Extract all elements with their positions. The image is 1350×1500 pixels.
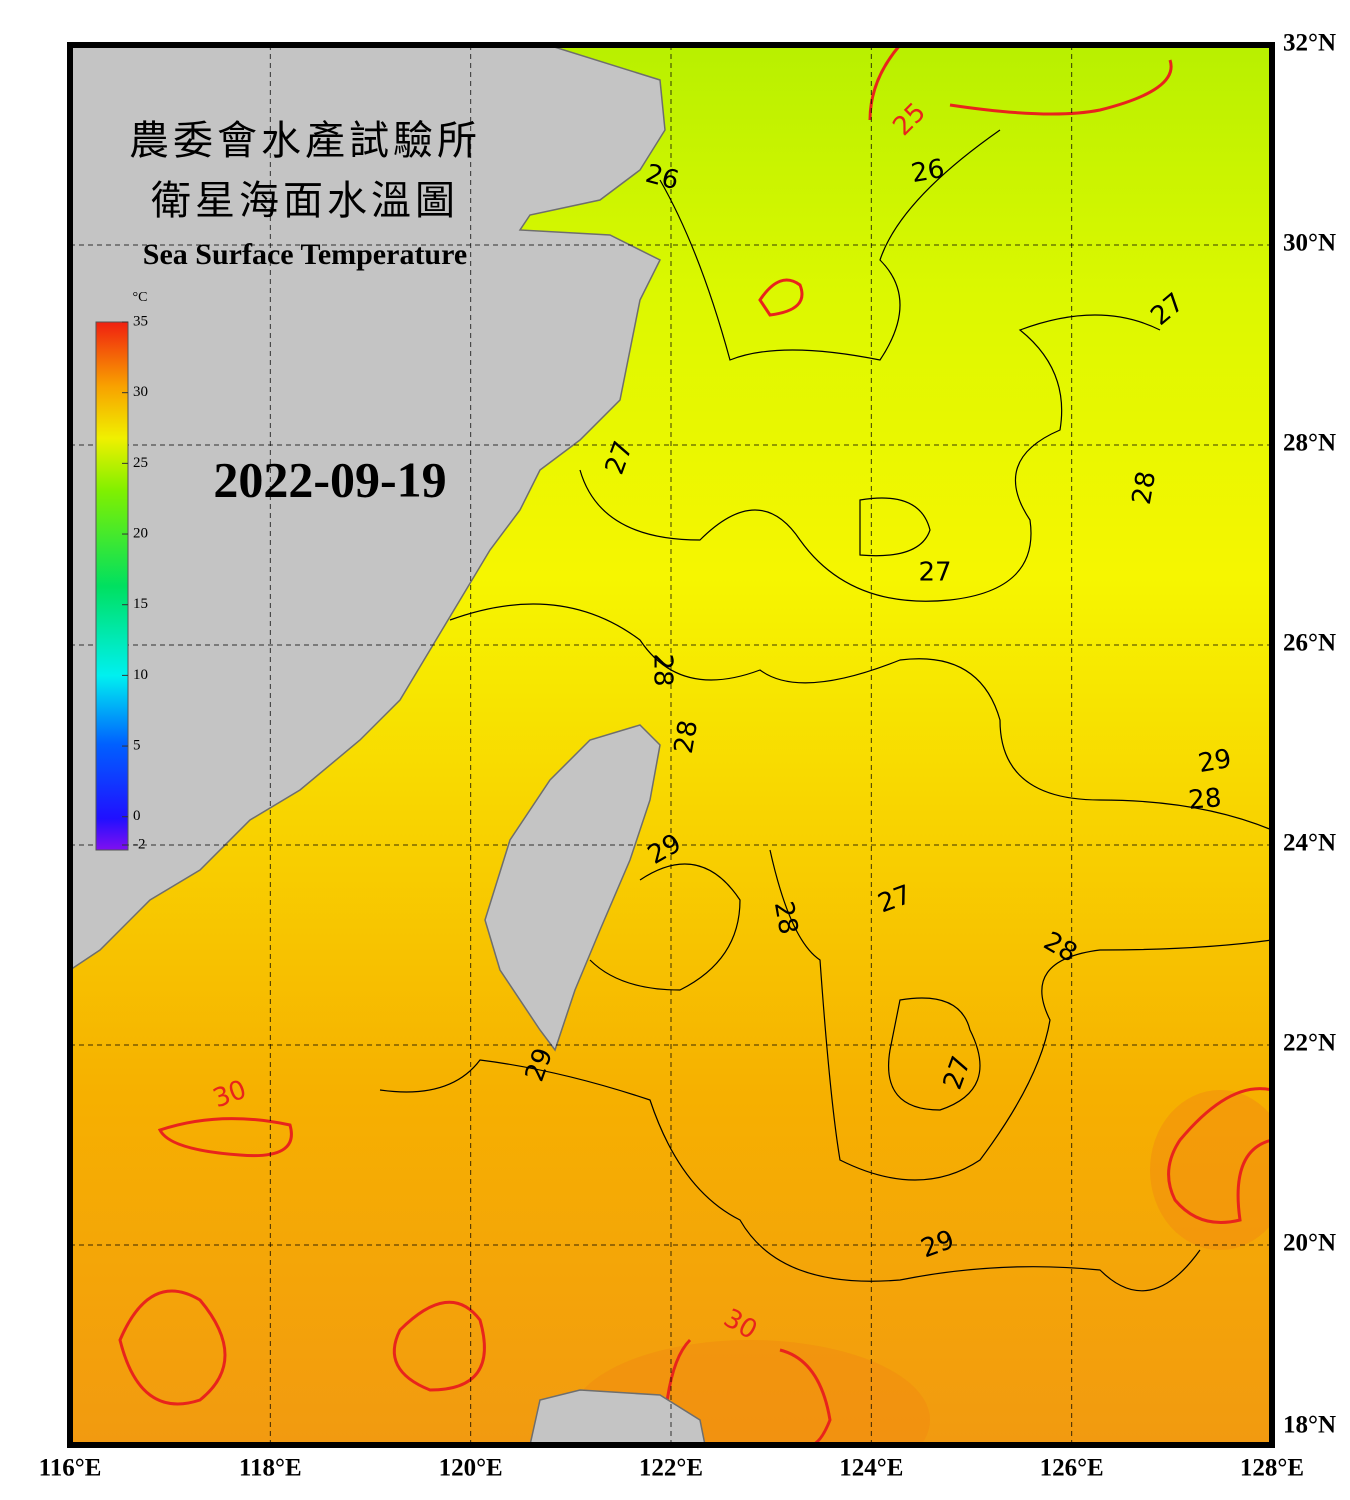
x-tick-label: 118°E [239, 1455, 302, 1482]
colorbar-tick-label: 30 [133, 384, 148, 400]
isotherm [859, 497, 931, 557]
land-luzon [529, 1389, 706, 1445]
colorbar-tick-label: 5 [133, 737, 141, 753]
x-tick-label: 120°E [439, 1455, 503, 1482]
x-tick-label: 128°E [1240, 1455, 1304, 1482]
contour-label: 28 [1127, 469, 1162, 507]
isotherm-highlight [868, 45, 1173, 121]
isotherm [589, 863, 741, 991]
isotherm [449, 603, 1272, 831]
y-tick-label: 24°N [1283, 830, 1336, 857]
isotherm-highlight [157, 1117, 293, 1158]
colorbar-unit: °C [133, 290, 148, 305]
isotherm-highlight [758, 278, 804, 317]
x-tick-label: 116°E [39, 1455, 102, 1482]
contour-label: 28 [768, 899, 803, 937]
isotherm [579, 314, 1161, 602]
y-tick-label: 32°N [1283, 30, 1336, 57]
colorbar-tick-label: 10 [133, 667, 148, 683]
colorbar-tick-label: 25 [133, 455, 148, 471]
title-line: 農委會水產試驗所 [129, 118, 481, 163]
y-tick-label: 22°N [1283, 1030, 1336, 1057]
colorbar-tick-label: 35 [133, 313, 148, 329]
y-tick-label: 18°N [1283, 1412, 1336, 1439]
y-tick-label: 26°N [1283, 630, 1336, 657]
colorbar [95, 321, 129, 851]
colorbar-tick-label: 0 [133, 808, 141, 824]
y-tick-label: 20°N [1283, 1230, 1336, 1257]
contour-label: 28 [648, 653, 678, 686]
warm-patch [1150, 1090, 1272, 1250]
land-taiwan [484, 724, 661, 1052]
isotherm-highlight [392, 1300, 486, 1392]
x-tick-label: 122°E [639, 1455, 703, 1482]
contour-label: 28 [669, 718, 704, 756]
isotherm-highlight [1167, 1087, 1272, 1224]
contour-label: 28 [1187, 783, 1223, 816]
colorbar-tick-label: 15 [133, 596, 148, 612]
map-frame [67, 42, 1275, 1448]
x-tick-label: 124°E [839, 1455, 903, 1482]
map-body [70, 45, 1272, 1445]
contour-label: 27 [918, 558, 951, 588]
isotherm-highlight [118, 1289, 227, 1406]
isotherm [659, 129, 1001, 361]
y-tick-label: 30°N [1283, 230, 1336, 257]
land-china [70, 45, 666, 971]
y-tick-label: 28°N [1283, 430, 1336, 457]
colorbar-tick-label: -2 [133, 836, 146, 852]
colorbar-tick-label: 20 [133, 525, 148, 541]
contour-label: 29 [1196, 744, 1234, 779]
title-line: 衛星海面水溫圖 [151, 178, 459, 223]
isotherm [769, 849, 1272, 1181]
isotherm [888, 997, 981, 1111]
x-tick-label: 126°E [1040, 1455, 1104, 1482]
subtitle: Sea Surface Temperature [143, 238, 467, 271]
date: 2022-09-19 [213, 451, 446, 507]
contour-label: 26 [909, 154, 947, 189]
isotherm [379, 1059, 1201, 1292]
